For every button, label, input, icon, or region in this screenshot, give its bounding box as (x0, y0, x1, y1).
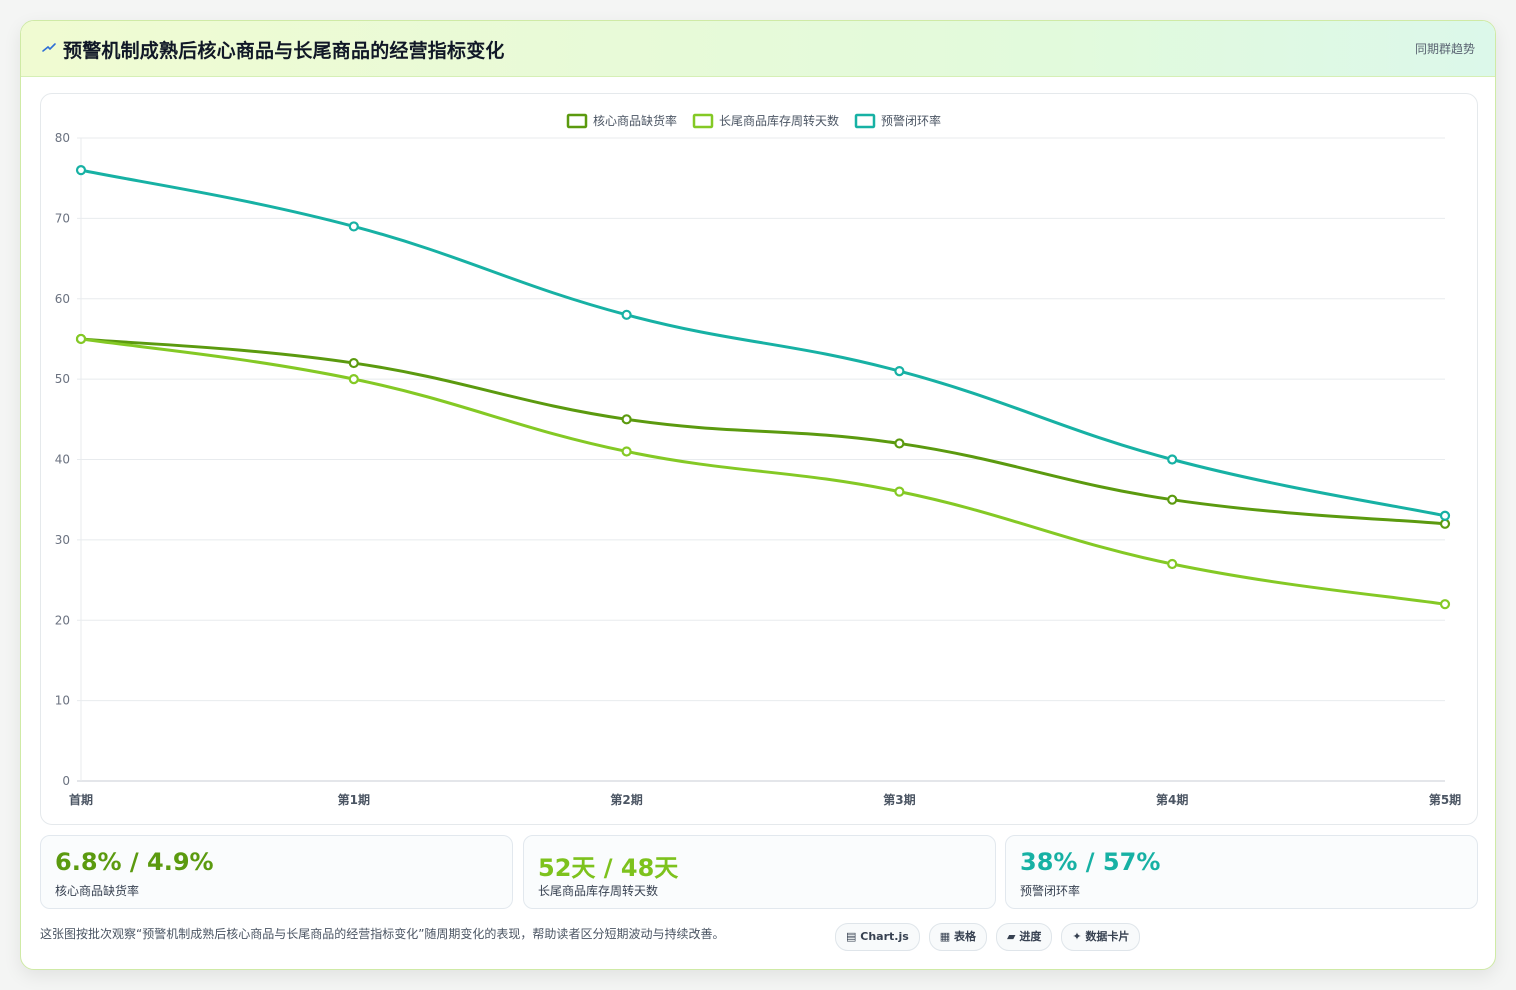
data-point (1167, 454, 1178, 465)
x-tick-label: 第3期 (883, 792, 915, 807)
y-tick-label: 40 (55, 453, 70, 467)
y-tick-label: 70 (55, 211, 70, 225)
kpi-label: 长尾商品库存周转天数 (538, 884, 659, 898)
axes: 0 10 20 30 40 50 60 70 80 首期 第1期 第2期 第3期 第4期 第5期 (55, 131, 1461, 807)
legend-item[interactable]: 核心商品缺货率 (566, 113, 677, 129)
chip-group: ▤ Chart.js ▦ 表格 ▰ 进度 ✦ 数据卡片 (835, 923, 1141, 951)
chip-label: 表格 (954, 930, 977, 943)
legend[interactable]: 核心商品缺货率 长尾商品库存周转天数 预警闭环率 (566, 113, 941, 129)
table-icon: ▦ (939, 930, 951, 943)
chip-table[interactable]: ▦ 表格 (928, 923, 988, 951)
data-point (348, 374, 359, 385)
chart-card: 预警机制成熟后核心商品与长尾商品的经营指标变化 同期群趋势 0 10 20 30 40 5… (20, 20, 1496, 970)
data-point (75, 165, 87, 176)
chip-label: 进度 (1019, 930, 1042, 943)
kpi-value: 52天 / 48天 (538, 854, 679, 882)
series-line (80, 337, 1446, 526)
series-line (80, 337, 1446, 606)
card-header: 预警机制成熟后核心商品与长尾商品的经营指标变化 同期群趋势 (21, 21, 1495, 77)
y-tick-label: 0 (62, 774, 70, 788)
x-tick-label: 第2期 (610, 792, 642, 807)
page-title: 预警机制成熟后核心商品与长尾商品的经营指标变化 (63, 40, 505, 62)
kpi-value: 38% / 57% (1020, 848, 1161, 876)
x-tick-label: 第1期 (338, 792, 370, 807)
data-point (894, 438, 905, 449)
chip-chartjs[interactable]: ▤ Chart.js (835, 923, 920, 951)
data-point (348, 221, 359, 232)
series-line (80, 168, 1446, 518)
kpi-label: 核心商品缺货率 (55, 884, 140, 898)
data-point (621, 414, 632, 425)
legend-label: 核心商品缺货率 (593, 113, 677, 128)
data-point (75, 333, 87, 345)
data-point (621, 309, 632, 320)
data-point (894, 486, 905, 497)
data-point (1167, 558, 1178, 570)
chip-progress[interactable]: ▰ 进度 (996, 923, 1053, 951)
kpi-label: 预警闭环率 (1020, 884, 1081, 898)
line-chart: 0 10 20 30 40 50 60 70 80 首期 第1期 第2期 第3期 第4期 第5期 核心商品缺… (55, 113, 1461, 807)
sparkle-icon: ✦ (1072, 930, 1082, 943)
y-tick-label: 30 (55, 533, 70, 547)
data-point (1439, 599, 1451, 610)
legend-item[interactable]: 预警闭环率 (854, 113, 941, 129)
y-tick-label: 10 (55, 694, 70, 708)
cohort-trend-link[interactable]: 同期群趋势 (1414, 42, 1475, 56)
grid-lines (77, 137, 1445, 782)
data-point (1439, 518, 1451, 529)
legend-swatch (854, 113, 876, 129)
chip-label: 数据卡片 (1085, 930, 1130, 943)
data-point (348, 357, 359, 369)
kpi-card-core: 6.8% / 4.9% 核心商品缺货率 (40, 835, 513, 909)
chart-caption: 这张图按批次观察“预警机制成熟后核心商品与长尾商品的经营指标变化”随周期变化的表… (40, 927, 725, 941)
chip-label: Chart.js (860, 930, 909, 943)
legend-swatch (566, 113, 588, 129)
y-tick-label: 80 (55, 131, 70, 145)
x-tick-label: 首期 (69, 792, 93, 807)
kpi-card-closure: 38% / 57% 预警闭环率 (1005, 835, 1478, 909)
y-tick-label: 60 (55, 292, 70, 306)
kpi-value: 6.8% / 4.9% (55, 848, 214, 876)
legend-label: 长尾商品库存周转天数 (719, 113, 839, 128)
legend-label: 预警闭环率 (881, 113, 941, 128)
legend-swatch (692, 113, 714, 129)
x-tick-label: 第4期 (1156, 792, 1188, 807)
x-tick-label: 第5期 (1429, 792, 1461, 807)
trend-icon (42, 43, 56, 52)
y-tick-label: 20 (55, 613, 70, 627)
data-point (894, 365, 905, 377)
progress-icon: ▰ (1007, 930, 1016, 943)
series-lines (75, 165, 1451, 610)
data-point (1439, 510, 1451, 521)
chart-icon: ▤ (846, 930, 857, 943)
data-point (1167, 494, 1178, 505)
legend-item[interactable]: 长尾商品库存周转天数 (692, 113, 839, 129)
data-point (621, 446, 632, 457)
chart-panel: 0 10 20 30 40 50 60 70 80 首期 第1期 第2期 第3期 第4期 第5期 核心商品缺… (40, 93, 1478, 825)
chip-data-card[interactable]: ✦ 数据卡片 (1061, 923, 1141, 951)
kpi-card-longtail: 52天 / 48天 长尾商品库存周转天数 (523, 835, 996, 909)
y-tick-label: 50 (55, 372, 70, 386)
